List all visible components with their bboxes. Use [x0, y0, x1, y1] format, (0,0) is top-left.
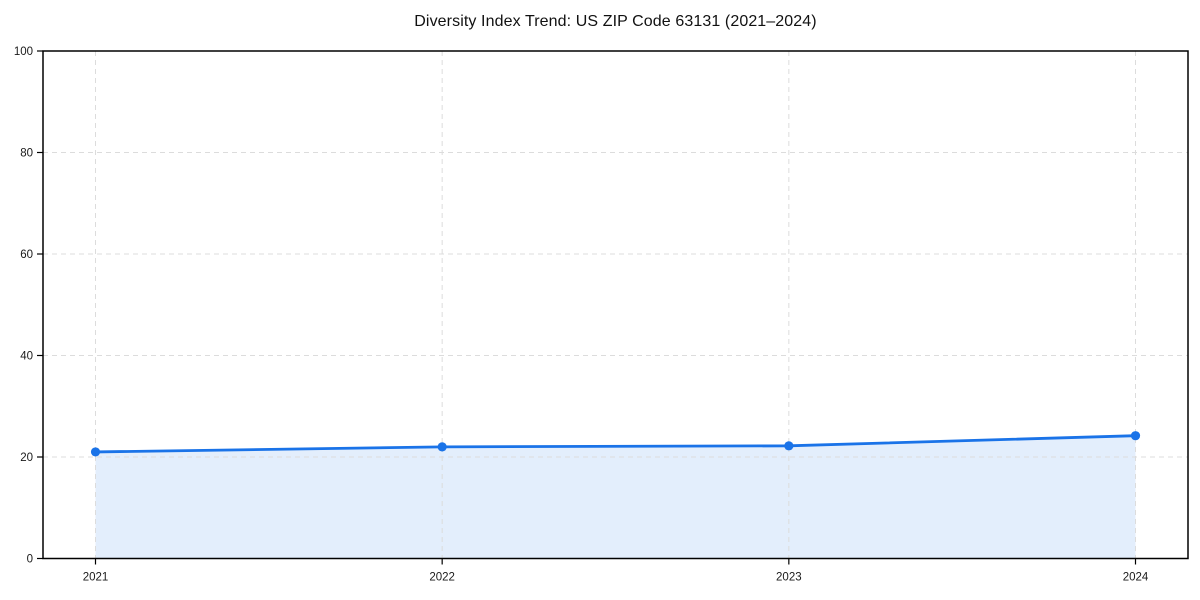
chart-title: Diversity Index Trend: US ZIP Code 63131…: [414, 13, 817, 30]
area-fill: [95, 435, 1136, 559]
y-axis-tick-label: 40: [20, 351, 33, 363]
data-point-marker: [90, 447, 101, 457]
x-axis-tick-label: 2023: [776, 572, 802, 584]
y-axis-tick-label: 80: [20, 148, 33, 160]
y-axis-tick-label: 0: [27, 554, 33, 566]
trend-line: [94, 434, 1137, 454]
y-axis-tick-label: 20: [20, 452, 33, 464]
x-axis-tick-label: 2024: [1123, 572, 1149, 584]
data-point-marker: [437, 442, 447, 452]
x-axis-tick-label: 2022: [429, 572, 455, 584]
x-axis-tick-label: 2021: [83, 572, 109, 584]
data-point-marker: [1130, 431, 1141, 441]
y-axis-tick-label: 100: [14, 46, 33, 58]
y-axis-tick-label: 60: [20, 249, 33, 261]
data-point-marker: [784, 441, 794, 451]
plot-border: [42, 50, 1189, 560]
